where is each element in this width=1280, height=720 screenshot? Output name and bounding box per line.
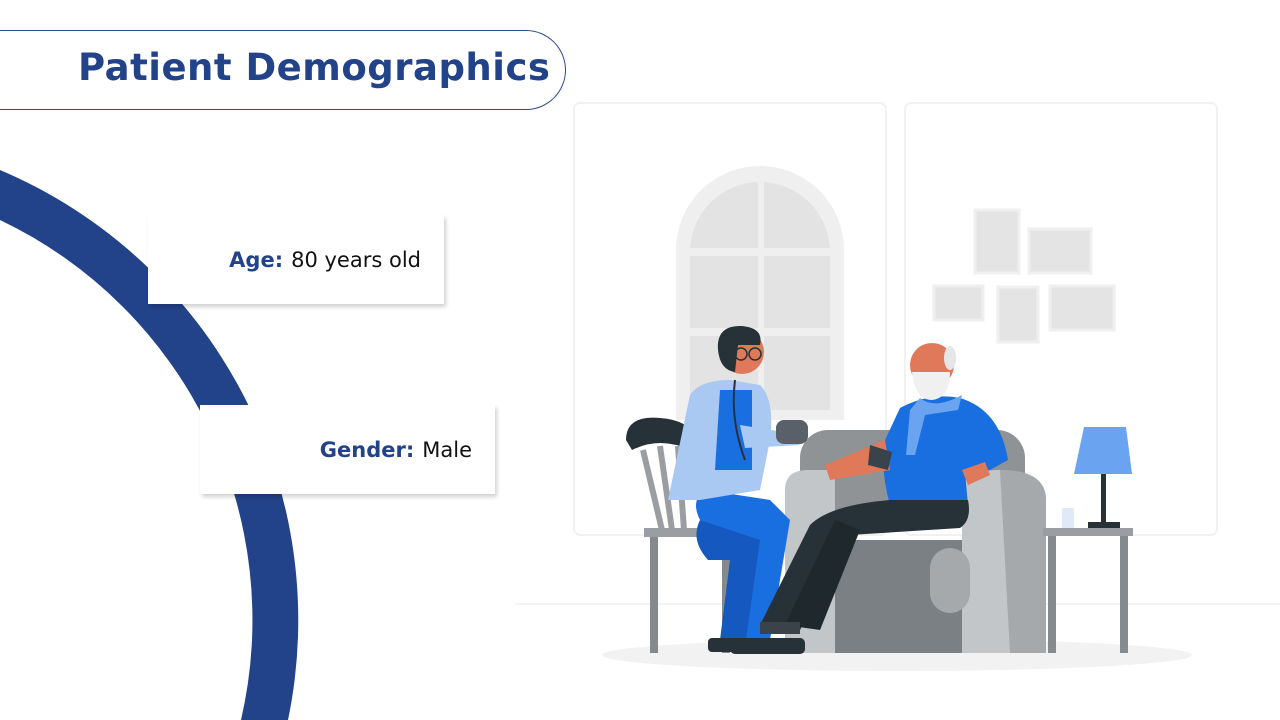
window [676,166,844,420]
age-card: Age: 80 years old [148,215,444,304]
age-value: 80 years old [291,247,421,272]
gender-card: Gender: Male [200,405,495,494]
doctor-figure [668,325,808,652]
side-table-lamp [1043,427,1133,653]
title-banner [0,30,566,110]
picture-frames [932,208,1116,344]
page-title: Patient Demographics [78,46,551,89]
gender-label: Gender: [319,437,415,462]
age-label: Age: [229,247,284,272]
patient-figure [730,343,1008,654]
gender-value: Male [422,437,472,462]
